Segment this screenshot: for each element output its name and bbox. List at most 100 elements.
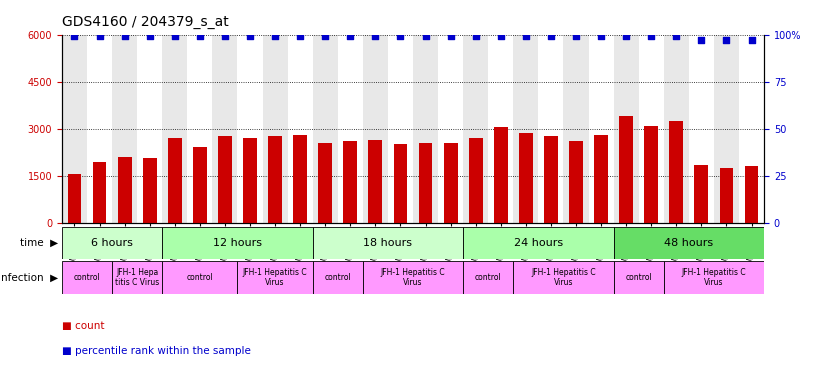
Bar [243,138,257,223]
Bar [444,143,458,223]
Text: GDS4160 / 204379_s_at: GDS4160 / 204379_s_at [62,15,229,29]
Bar [739,35,764,223]
Text: 12 hours: 12 hours [213,238,262,248]
Bar [137,35,162,223]
Bar [68,174,82,223]
Bar [463,261,513,294]
Bar [313,227,463,259]
Bar [363,35,388,223]
Text: JFH-1 Hepa
titis C Virus: JFH-1 Hepa titis C Virus [115,268,159,287]
Bar [614,35,638,223]
Bar [588,35,614,223]
Bar [188,35,212,223]
Point [218,33,231,40]
Bar [363,261,463,294]
Bar [614,261,664,294]
Point [169,33,182,40]
Text: ■ percentile rank within the sample: ■ percentile rank within the sample [62,346,251,356]
Bar [238,35,263,223]
Text: time  ▶: time ▶ [20,238,58,248]
Bar [519,133,533,223]
Bar [488,35,513,223]
Text: control: control [625,273,652,282]
Text: JFH-1 Hepatitis C
Virus: JFH-1 Hepatitis C Virus [531,268,596,287]
Bar [238,261,313,294]
Bar [293,135,307,223]
Point [444,33,458,40]
Bar [695,165,708,223]
Point [620,33,633,40]
Bar [268,136,282,223]
Bar [664,261,764,294]
Bar [368,140,382,223]
Bar [313,261,363,294]
Bar [162,35,188,223]
Point [193,33,206,40]
Bar [513,35,539,223]
Bar [62,35,87,223]
Bar [463,35,488,223]
Bar [112,261,162,294]
Point [695,37,708,43]
Point [68,33,81,40]
Text: control: control [325,273,351,282]
Bar [344,141,357,223]
Text: 48 hours: 48 hours [664,238,714,248]
Text: JFH-1 Hepatitis C
Virus: JFH-1 Hepatitis C Virus [243,268,307,287]
Bar [544,136,558,223]
Bar [287,35,313,223]
Bar [563,35,588,223]
Bar [714,35,739,223]
Bar [614,227,764,259]
Bar [168,138,182,223]
Bar [664,35,689,223]
Bar [143,159,157,223]
Bar [393,144,407,223]
Bar [62,227,162,259]
Bar [539,35,563,223]
Text: JFH-1 Hepatitis C
Virus: JFH-1 Hepatitis C Virus [681,268,746,287]
Bar [413,35,438,223]
Point [368,33,382,40]
Bar [193,147,206,223]
Point [344,33,357,40]
Point [494,33,507,40]
Point [595,33,608,40]
Text: control: control [74,273,101,282]
Point [520,33,533,40]
Bar [93,162,107,223]
Point [569,33,582,40]
Bar [118,157,131,223]
Bar [620,116,633,223]
Point [293,33,306,40]
Text: 24 hours: 24 hours [514,238,563,248]
Bar [638,35,664,223]
Bar [463,227,614,259]
Point [244,33,257,40]
Text: control: control [187,273,213,282]
Point [670,33,683,40]
Bar [112,35,137,223]
Point [469,33,482,40]
Point [745,37,758,43]
Bar [644,126,658,223]
Point [143,33,156,40]
Point [544,33,558,40]
Bar [594,135,608,223]
Bar [162,261,238,294]
Bar [569,141,583,223]
Bar [212,35,238,223]
Bar [513,261,614,294]
Point [268,33,282,40]
Point [319,33,332,40]
Bar [162,227,313,259]
Point [419,33,432,40]
Point [118,33,131,40]
Text: 18 hours: 18 hours [363,238,412,248]
Text: JFH-1 Hepatitis C
Virus: JFH-1 Hepatitis C Virus [381,268,445,287]
Text: 6 hours: 6 hours [91,238,133,248]
Bar [318,143,332,223]
Bar [313,35,338,223]
Bar [419,143,433,223]
Bar [62,261,112,294]
